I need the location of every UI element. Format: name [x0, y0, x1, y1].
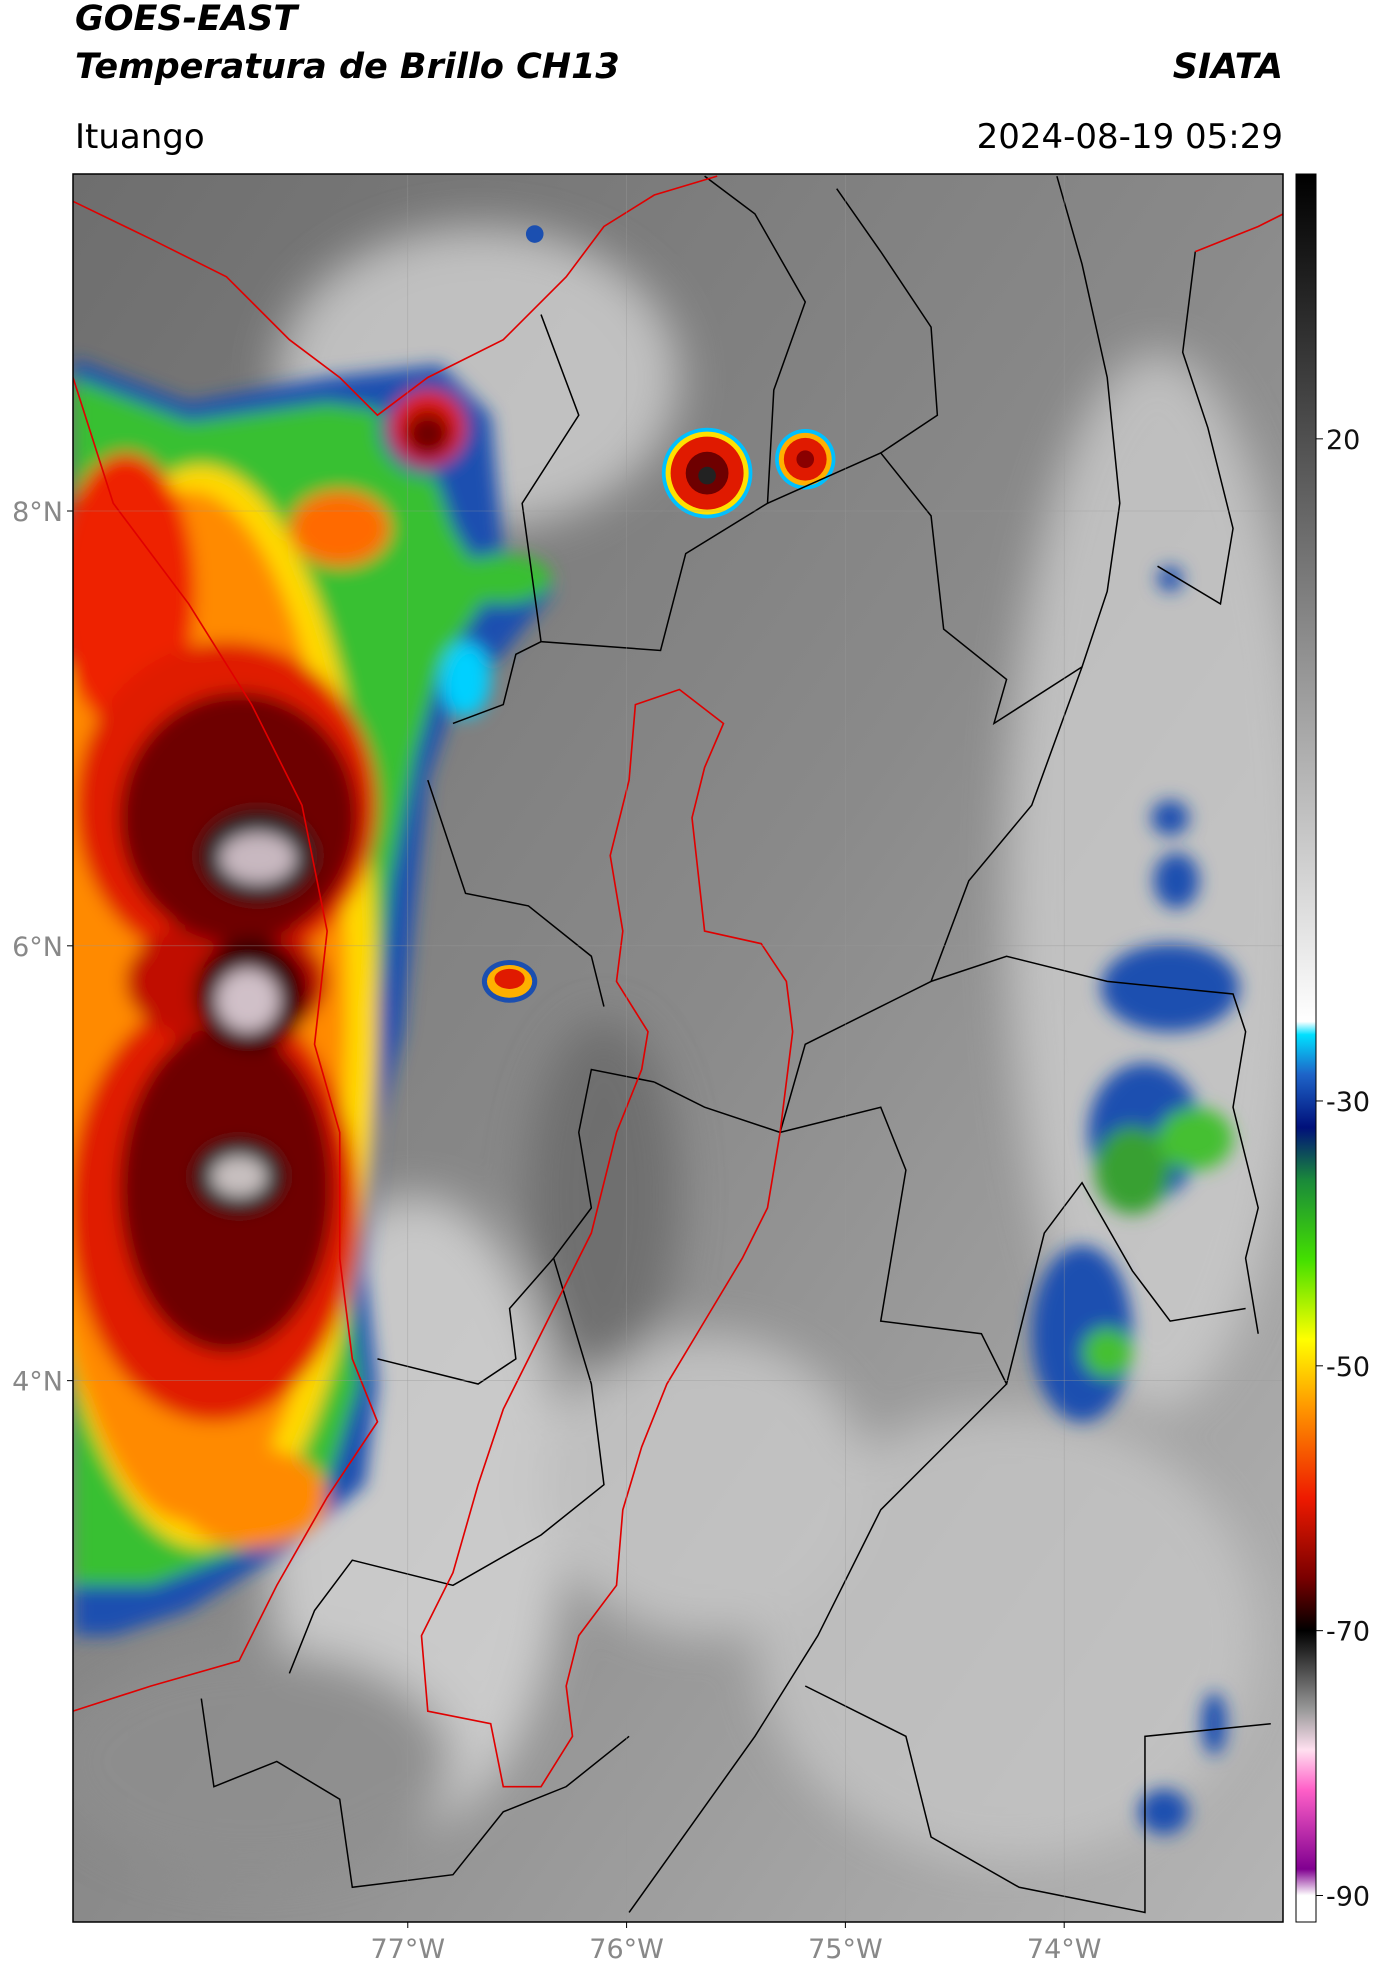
y-tick-label: 4°N [12, 1367, 63, 1398]
colorbar-tick-label: 20 [1326, 425, 1360, 456]
coast-and-basin [72, 175, 1284, 1788]
borders [200, 175, 1271, 1914]
datetime: 2024-08-19 05:29 [977, 117, 1283, 157]
title: GOES-EAST [75, 0, 300, 39]
map-imagery [72, 173, 1284, 1923]
colorbar-tick-label: -30 [1326, 1087, 1370, 1118]
map-frame [72, 173, 1284, 1923]
x-tick-label: 74°W [1027, 1934, 1102, 1965]
colorbar-tick-label: -70 [1326, 1617, 1370, 1648]
colorbar [1295, 173, 1317, 1923]
y-tick-label: 6°N [12, 932, 63, 963]
source: SIATA [1173, 47, 1283, 87]
x-tick-label: 77°W [370, 1934, 445, 1965]
y-tick-label: 8°N [12, 497, 63, 528]
location: Ituango [75, 117, 205, 157]
x-tick-label: 75°W [808, 1934, 883, 1965]
x-tick-label: 76°W [589, 1934, 664, 1965]
clusters-right [1031, 566, 1240, 1835]
subtitle: Temperatura de Brillo CH13 [75, 47, 620, 87]
colorbar-tick-label: -90 [1326, 1882, 1370, 1913]
small-storms [481, 225, 836, 1003]
colorbar-tick-label: -50 [1326, 1352, 1370, 1383]
